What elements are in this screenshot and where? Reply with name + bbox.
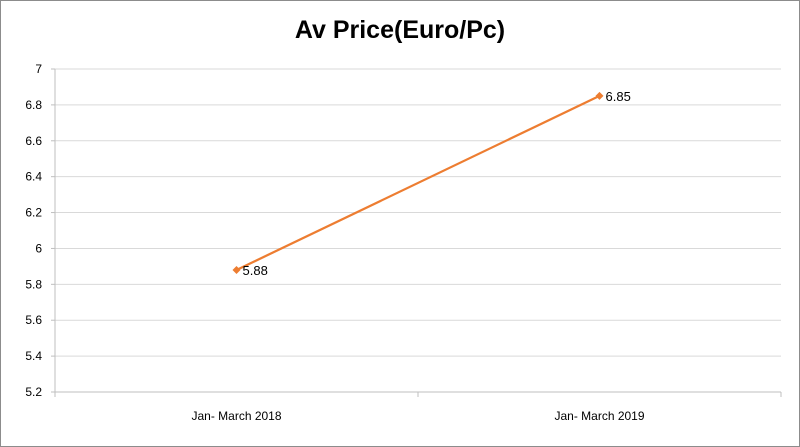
data-label: 5.88 — [243, 263, 268, 278]
y-tick-label: 6.4 — [25, 170, 42, 184]
chart-title: Av Price(Euro/Pc) — [294, 16, 506, 44]
data-labels: 5.88 6.85 — [243, 89, 631, 278]
y-tick-label: 5.6 — [25, 313, 42, 327]
axes: 7 6.8 6.6 6.4 6.2 6 5.8 5.6 5.4 5.2 Jan- March 201… — [25, 62, 782, 423]
x-tick-label: Jan- March 2018 — [191, 409, 281, 423]
y-tick-label: 6 — [35, 241, 42, 255]
y-tick-label: 5.4 — [25, 349, 42, 363]
x-tick-label: Jan- March 2019 — [554, 409, 644, 423]
y-tick-label: 6.6 — [25, 134, 42, 148]
y-tick-label: 7 — [35, 62, 42, 76]
y-tick-label: 6.2 — [25, 206, 42, 220]
data-point-marker — [232, 265, 241, 274]
y-tick-label: 5.8 — [25, 277, 42, 291]
series-line — [232, 91, 604, 274]
gridlines — [55, 68, 781, 393]
y-tick-label: 5.2 — [25, 385, 42, 399]
data-label: 6.85 — [606, 89, 631, 104]
series-line-path — [236, 94, 600, 271]
y-tick-label: 6.8 — [25, 98, 42, 112]
data-point-marker — [595, 91, 604, 100]
